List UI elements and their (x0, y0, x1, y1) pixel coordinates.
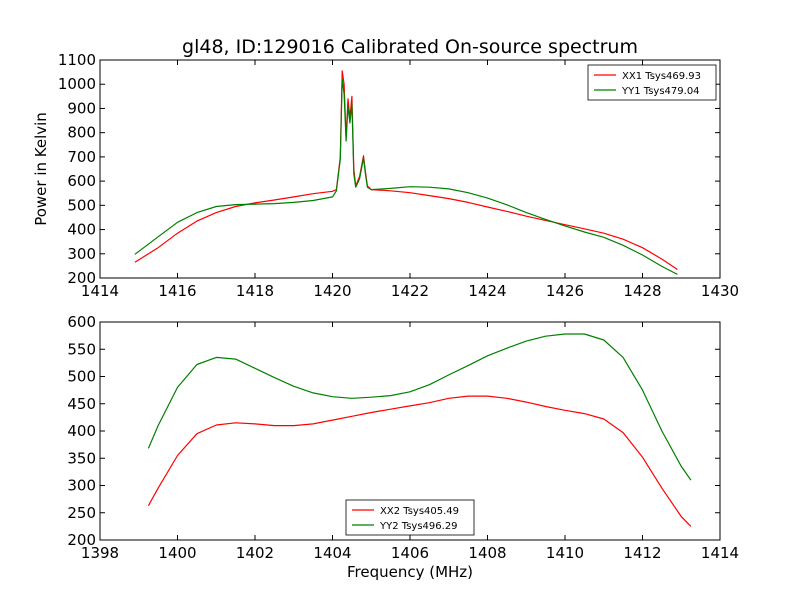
top-y-tick-label: 600 (67, 172, 96, 190)
top-y-axis-label: Power in Kelvin (32, 112, 50, 226)
bottom-x-tick-label: 1412 (623, 544, 661, 562)
top-x-tick-label: 1422 (391, 282, 429, 300)
top-y-tick-label: 200 (67, 269, 96, 287)
bottom-y-tick-label: 250 (67, 504, 96, 522)
chart-title: gl48, ID:129016 Calibrated On-source spe… (182, 36, 638, 58)
top-legend-entry: YY1 Tsys479.04 (621, 86, 700, 97)
top-y-tick-label: 300 (67, 245, 96, 263)
bottom-y-tick-label: 500 (67, 368, 96, 386)
bottom-series-line-1 (147, 395, 692, 527)
top-legend-entry: XX1 Tsys469.93 (622, 71, 701, 82)
bottom-y-tick-label: 300 (67, 477, 96, 495)
top-y-tick-label: 1000 (58, 75, 96, 93)
top-x-tick-label: 1416 (158, 282, 196, 300)
top-x-tick-label: 1414 (81, 282, 119, 300)
bottom-x-tick-label: 1410 (546, 544, 584, 562)
bottom-legend-box (345, 499, 475, 536)
top-y-tick-label: 700 (67, 148, 96, 166)
top-legend-box (587, 64, 717, 101)
bottom-y-tick-label: 350 (67, 449, 96, 467)
top-plot: 1414 1416 1418 1420 1422 1424 1426 1428 1430 200 3… (58, 51, 739, 300)
bottom-x-tick-label: 1414 (701, 544, 739, 562)
bottom-legend-entry: YY2 Tsys496.29 (379, 521, 458, 532)
top-x-tick-label: 1418 (236, 282, 274, 300)
bottom-plot: 1398 1400 1402 1404 1406 1408 1410 1412 1414 200 2… (67, 313, 739, 562)
top-series-line-1 (134, 70, 678, 270)
top-x-tick-label: 1428 (623, 282, 661, 300)
bottom-y-tick-label: 550 (67, 340, 96, 358)
bottom-y-tick-label: 450 (67, 395, 96, 413)
bottom-y-tick-label: 600 (67, 313, 96, 331)
bottom-x-tick-label: 1404 (313, 544, 351, 562)
top-y-tick-label: 500 (67, 196, 96, 214)
bottom-x-tick-label: 1402 (236, 544, 274, 562)
bottom-y-tick-label: 200 (67, 531, 96, 549)
bottom-y-tick-label: 400 (67, 422, 96, 440)
bottom-legend: XX2 Tsys405.49 YY2 Tsys496.29 (345, 499, 475, 536)
top-y-tick-label: 900 (67, 99, 96, 117)
top-y-tick-label: 800 (67, 124, 96, 142)
bottom-x-tick-label: 1398 (81, 544, 119, 562)
bottom-x-tick-label: 1408 (468, 544, 506, 562)
bottom-x-tick-label: 1400 (158, 544, 196, 562)
bottom-series-line-2 (147, 333, 692, 481)
top-x-tick-label: 1426 (546, 282, 584, 300)
top-series-line-2 (134, 78, 678, 275)
top-x-tick-label: 1430 (701, 282, 739, 300)
top-x-tick-label: 1424 (468, 282, 506, 300)
top-legend: XX1 Tsys469.93 YY1 Tsys479.04 (587, 64, 717, 101)
top-y-tick-label: 1100 (58, 51, 96, 69)
bottom-x-tick-label: 1406 (391, 544, 429, 562)
bottom-legend-entry: XX2 Tsys405.49 (380, 506, 459, 517)
top-x-tick-label: 1420 (313, 282, 351, 300)
top-y-tick-label: 400 (67, 221, 96, 239)
bottom-x-axis-label: Frequency (MHz) (347, 563, 473, 581)
